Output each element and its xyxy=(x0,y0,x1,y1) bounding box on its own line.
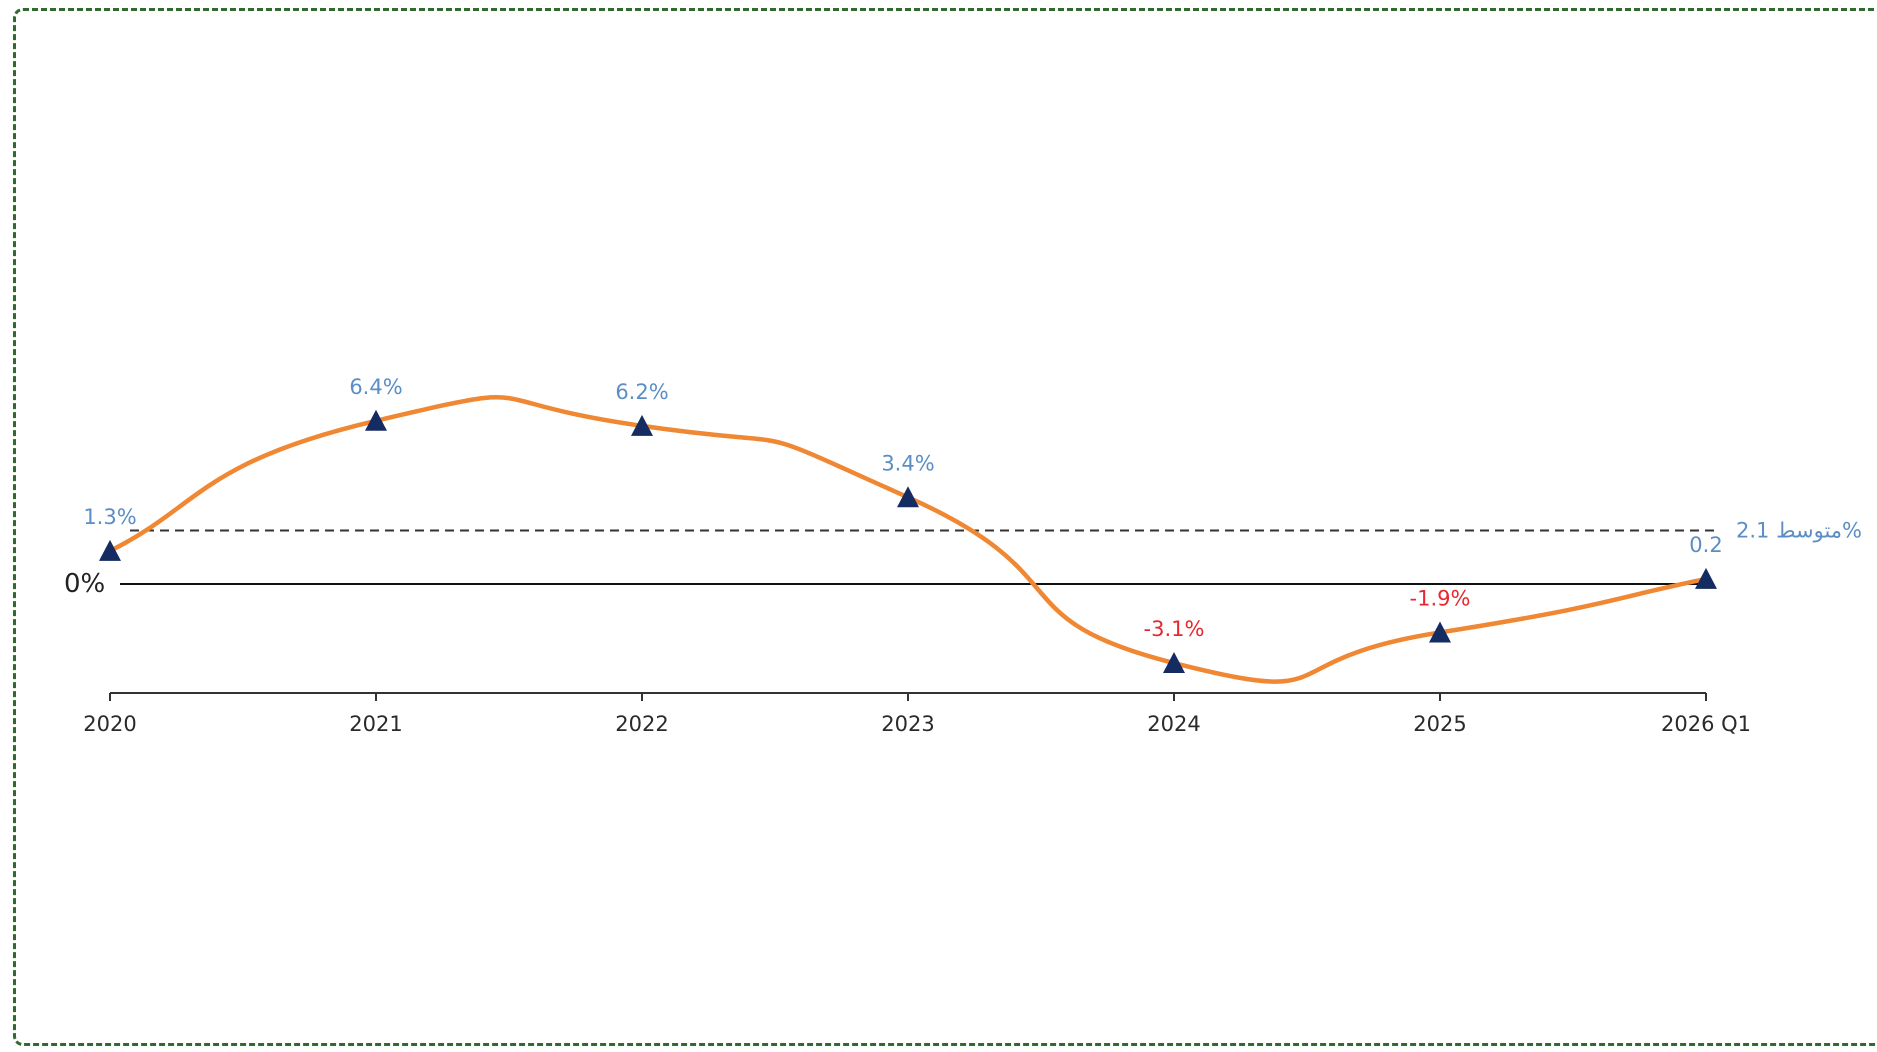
data-marker xyxy=(365,409,387,431)
data-labels: 1.3% 6.4% 6.2% 3.4% -3.1% -1.9% 0.2 xyxy=(83,375,1722,641)
chart-frame xyxy=(13,8,1877,1046)
data-label: -1.9% xyxy=(1410,586,1471,610)
average-label: متوسط 2.1% xyxy=(1736,518,1862,542)
series-line xyxy=(107,395,1709,684)
data-label: 1.3% xyxy=(83,505,136,529)
data-label: 6.2% xyxy=(615,380,668,404)
data-marker xyxy=(631,414,653,436)
reference-lines: متوسط 2.1% 0% xyxy=(64,518,1862,599)
x-tick-label: 2025 xyxy=(1413,712,1466,736)
x-tick-label: 2020 xyxy=(83,712,136,736)
data-label: 0.2 xyxy=(1689,533,1722,557)
data-label: -3.1% xyxy=(1144,617,1205,641)
series-curve xyxy=(107,395,1709,684)
x-tick-label: 2024 xyxy=(1147,712,1200,736)
x-tick-label: 2021 xyxy=(349,712,402,736)
data-marker xyxy=(897,486,919,508)
zero-label: 0% xyxy=(64,569,105,599)
x-axis: 2020 2021 2022 2023 2024 2025 2026 Q1 xyxy=(83,692,1751,736)
data-label: 3.4% xyxy=(881,451,934,475)
data-label: 6.4% xyxy=(349,375,402,399)
x-tick-label: 2023 xyxy=(881,712,934,736)
data-marker xyxy=(99,539,121,561)
series-markers xyxy=(99,409,1717,674)
data-marker xyxy=(1163,652,1185,674)
x-tick-label: 2022 xyxy=(615,712,668,736)
data-marker xyxy=(1695,567,1717,589)
x-tick-label: 2026 Q1 xyxy=(1661,712,1751,736)
data-marker xyxy=(1429,621,1451,643)
